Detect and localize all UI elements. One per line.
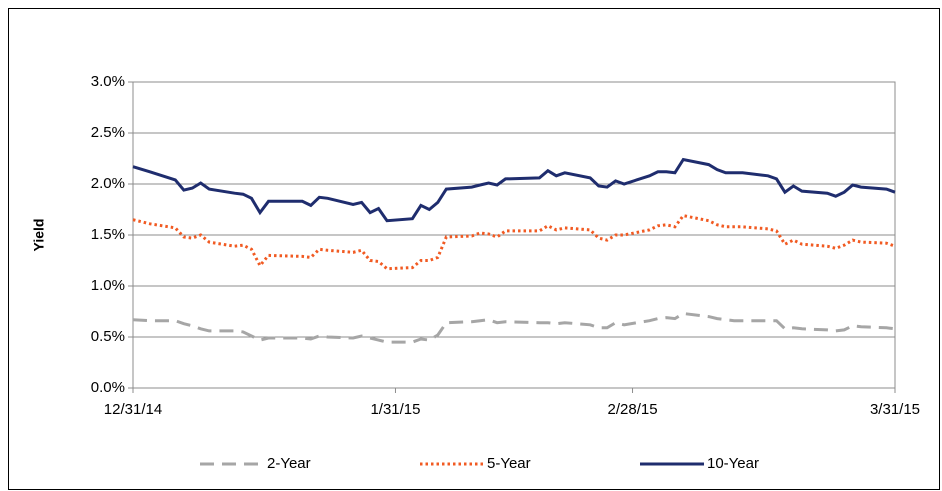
chart-border [8, 8, 940, 490]
series-line [132, 311, 896, 344]
legend-label: 10-Year [707, 455, 759, 472]
series-line [132, 157, 896, 223]
y-tick-label: 2.5% [91, 124, 125, 141]
y-tick-label: 1.5% [91, 226, 125, 243]
y-tick-label: 1.0% [91, 277, 125, 294]
x-tick-label: 12/31/14 [104, 401, 162, 418]
x-tick-label: 3/31/15 [870, 401, 920, 418]
y-tick-label: 0.0% [91, 379, 125, 396]
plot-border [132, 81, 896, 389]
x-tick-label: 2/28/15 [608, 401, 658, 418]
y-axis-label: Yield [31, 219, 47, 252]
legend-label: 5-Year [487, 455, 531, 472]
y-tick-label: 3.0% [91, 73, 125, 90]
x-tick-label: 1/31/15 [370, 401, 420, 418]
y-tick-label: 0.5% [91, 328, 125, 345]
legend-label: 2-Year [267, 455, 311, 472]
y-tick-label: 2.0% [91, 175, 125, 192]
